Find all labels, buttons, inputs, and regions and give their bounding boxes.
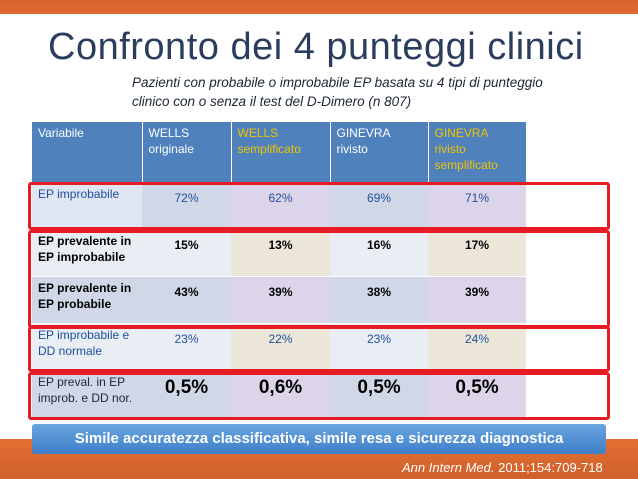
cell-value: 23% <box>142 323 231 371</box>
cell-value: 71% <box>428 182 526 230</box>
slide-title: Confronto dei 4 punteggi clinici <box>48 26 584 68</box>
header-wells-semplificato: WELLS semplificato <box>231 122 331 183</box>
cell-value: 0,5% <box>142 370 231 420</box>
cell-value: 0,6% <box>231 370 330 420</box>
cell-value: 23% <box>330 323 428 371</box>
header-ginevra-rivisto: GINEVRA rivisto <box>330 122 429 183</box>
cell-value: 0,5% <box>428 370 526 420</box>
cell-value: 0,5% <box>330 370 428 420</box>
cell-value: 13% <box>231 229 330 277</box>
citation: Ann Intern Med. 2011;154:709-718 <box>402 460 603 475</box>
cell-value: 38% <box>330 276 428 324</box>
cell-value: 39% <box>231 276 330 324</box>
table-row: EP improbabile 72% 62% 69% 71% <box>32 182 526 230</box>
comparison-table: Variabile WELLS originale WELLS semplifi… <box>32 122 527 420</box>
row-label: EP improbabile e DD normale <box>32 323 142 371</box>
table-row: EP prevalente in EP improbabile 15% 13% … <box>32 229 526 277</box>
citation-journal: Ann Intern Med. <box>402 460 495 475</box>
cell-value: 39% <box>428 276 526 324</box>
row-label: EP improbabile <box>32 182 142 230</box>
highlight-box-ep-improbabile-dd <box>28 326 610 372</box>
row-label: EP prevalente in EP improbabile <box>32 229 142 277</box>
cell-value: 24% <box>428 323 526 371</box>
header-variabile: Variabile <box>32 122 143 183</box>
row-label: EP prevalente in EP probabile <box>32 276 142 324</box>
header-ginevra-rivisto-semplificato: GINEVRA rivisto semplificato <box>428 122 527 183</box>
conclusion-banner: Simile accuratezza classificativa, simil… <box>32 424 606 454</box>
cell-value: 16% <box>330 229 428 277</box>
slide-subtitle: Pazienti con probabile o improbabile EP … <box>132 75 543 109</box>
citation-ref: 2011;154:709-718 <box>494 460 603 475</box>
row-label: EP preval. in EP improb. e DD nor. <box>32 370 142 420</box>
table-row: EP improbabile e DD normale 23% 22% 23% … <box>32 323 526 371</box>
table-row: EP preval. in EP improb. e DD nor. 0,5% … <box>32 370 526 420</box>
highlight-box-prevalence-rows <box>28 230 610 328</box>
header-wells-originale: WELLS originale <box>142 122 232 183</box>
cell-value: 17% <box>428 229 526 277</box>
cell-value: 72% <box>142 182 231 230</box>
highlight-box-ep-preval-dd <box>28 372 610 420</box>
cell-value: 62% <box>231 182 330 230</box>
cell-value: 15% <box>142 229 231 277</box>
cell-value: 43% <box>142 276 231 324</box>
table-row: EP prevalente in EP probabile 43% 39% 38… <box>32 276 526 324</box>
highlight-box-ep-improbabile <box>28 182 610 230</box>
cell-value: 69% <box>330 182 428 230</box>
table-header-row: Variabile WELLS originale WELLS semplifi… <box>32 122 527 183</box>
